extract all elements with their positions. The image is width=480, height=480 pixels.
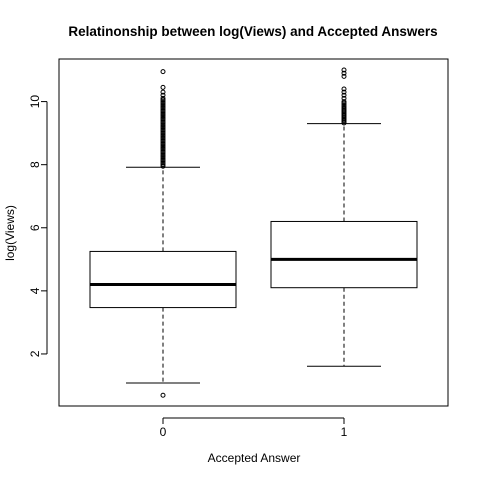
box-1-outlier-high-12 [341,105,347,111]
box-0-outlier-high-10 [160,147,166,153]
box-0-outlier-high-45 [160,89,166,95]
box-0-outlier-high-1 [160,162,166,168]
box-0-outlier-low-0 [160,392,166,398]
box-0-outlier-high-47 [160,69,166,75]
box-0-outlier-high-2 [160,160,166,166]
y-tick-label-4: 4 [28,287,42,294]
box-0-outlier-high-9 [160,149,166,155]
box-0-outlier-high-23 [160,127,166,133]
box-1-outlier-high-20 [341,86,347,92]
box-0-outlier-high-30 [160,116,166,122]
box-0-outlier-high-32 [160,113,166,119]
box-0-outlier-high-46 [160,84,166,90]
box-0-outlier-high-8 [160,151,166,157]
box-1-outlier-high-21 [341,73,347,79]
box-0-outlier-high-5 [160,155,166,161]
y-axis-label: log(Views) [3,205,17,261]
box-1-outlier-high-17 [341,95,347,101]
y-tick-label-6: 6 [28,224,42,231]
box-0-outlier-high-12 [160,144,166,150]
box-0-outlier-high-42 [160,97,166,103]
box-0-outlier-high-38 [160,103,166,109]
box-0-outlier-high-14 [160,141,166,147]
plot-frame [58,58,449,407]
box-0-outlier-high-36 [160,106,166,112]
box-0-outlier-high-41 [160,99,166,105]
box-0-outlier-high-44 [160,92,166,98]
box-0-outlier-high-15 [160,140,166,146]
box-0-outlier-high-33 [160,111,166,117]
box-0-outlier-high-24 [160,125,166,131]
box-0-outlier-high-31 [160,114,166,120]
box-0-outlier-high-4 [160,157,166,163]
box-0-outlier-high-26 [160,122,166,128]
box-0-outlier-high-35 [160,108,166,114]
x-tick-label-1: 1 [341,425,348,439]
box-0-outlier-high-18 [160,135,166,141]
box-0-outlier-high-19 [160,133,166,139]
box-0-outlier-high-25 [160,124,166,130]
box-0-outlier-high-16 [160,138,166,144]
chart-title: Relatinonship between log(Views) and Acc… [68,24,437,39]
box-0-outlier-high-29 [160,118,166,124]
box-1-iqr [270,220,418,289]
box-0-outlier-high-40 [160,100,166,106]
box-0-outlier-high-20 [160,132,166,138]
box-0-outlier-high-11 [160,146,166,152]
box-0-outlier-high-13 [160,143,166,149]
box-0-outlier-high-43 [160,95,166,101]
y-tick-label-2: 2 [28,350,42,357]
box-0-outlier-high-28 [160,119,166,125]
box-1-outlier-high-23 [341,67,347,73]
box-1-outlier-high-16 [341,99,347,105]
x-axis-label: Accepted Answer [208,451,301,465]
box-0-outlier-high-6 [160,154,166,160]
box-0-outlier-high-7 [160,152,166,158]
box-0-outlier-high-22 [160,129,166,135]
box-0-outlier-high-37 [160,105,166,111]
box-1-outlier-high-18 [341,92,347,98]
box-1-outlier-high-15 [341,100,347,106]
box-0-outlier-high-34 [160,110,166,116]
box-0-outlier-high-3 [160,159,166,165]
box-1-outlier-high-13 [341,103,347,109]
x-tick-label-0: 0 [160,425,167,439]
box-0-outlier-high-17 [160,136,166,142]
y-tick-label-8: 8 [28,161,42,168]
box-0-iqr [89,250,237,309]
box-1-outlier-high-14 [341,102,347,108]
box-1-outlier-high-22 [341,70,347,76]
y-tick-label-10: 10 [28,95,42,109]
box-0-outlier-high-39 [160,102,166,108]
box-0-outlier-high-27 [160,121,166,127]
chart-marks: 2 4 6 8 10 0 1 [28,67,418,439]
box-1-outlier-high-19 [341,89,347,95]
box-0-outlier-high-0 [160,163,166,169]
box-0-outlier-high-21 [160,130,166,136]
